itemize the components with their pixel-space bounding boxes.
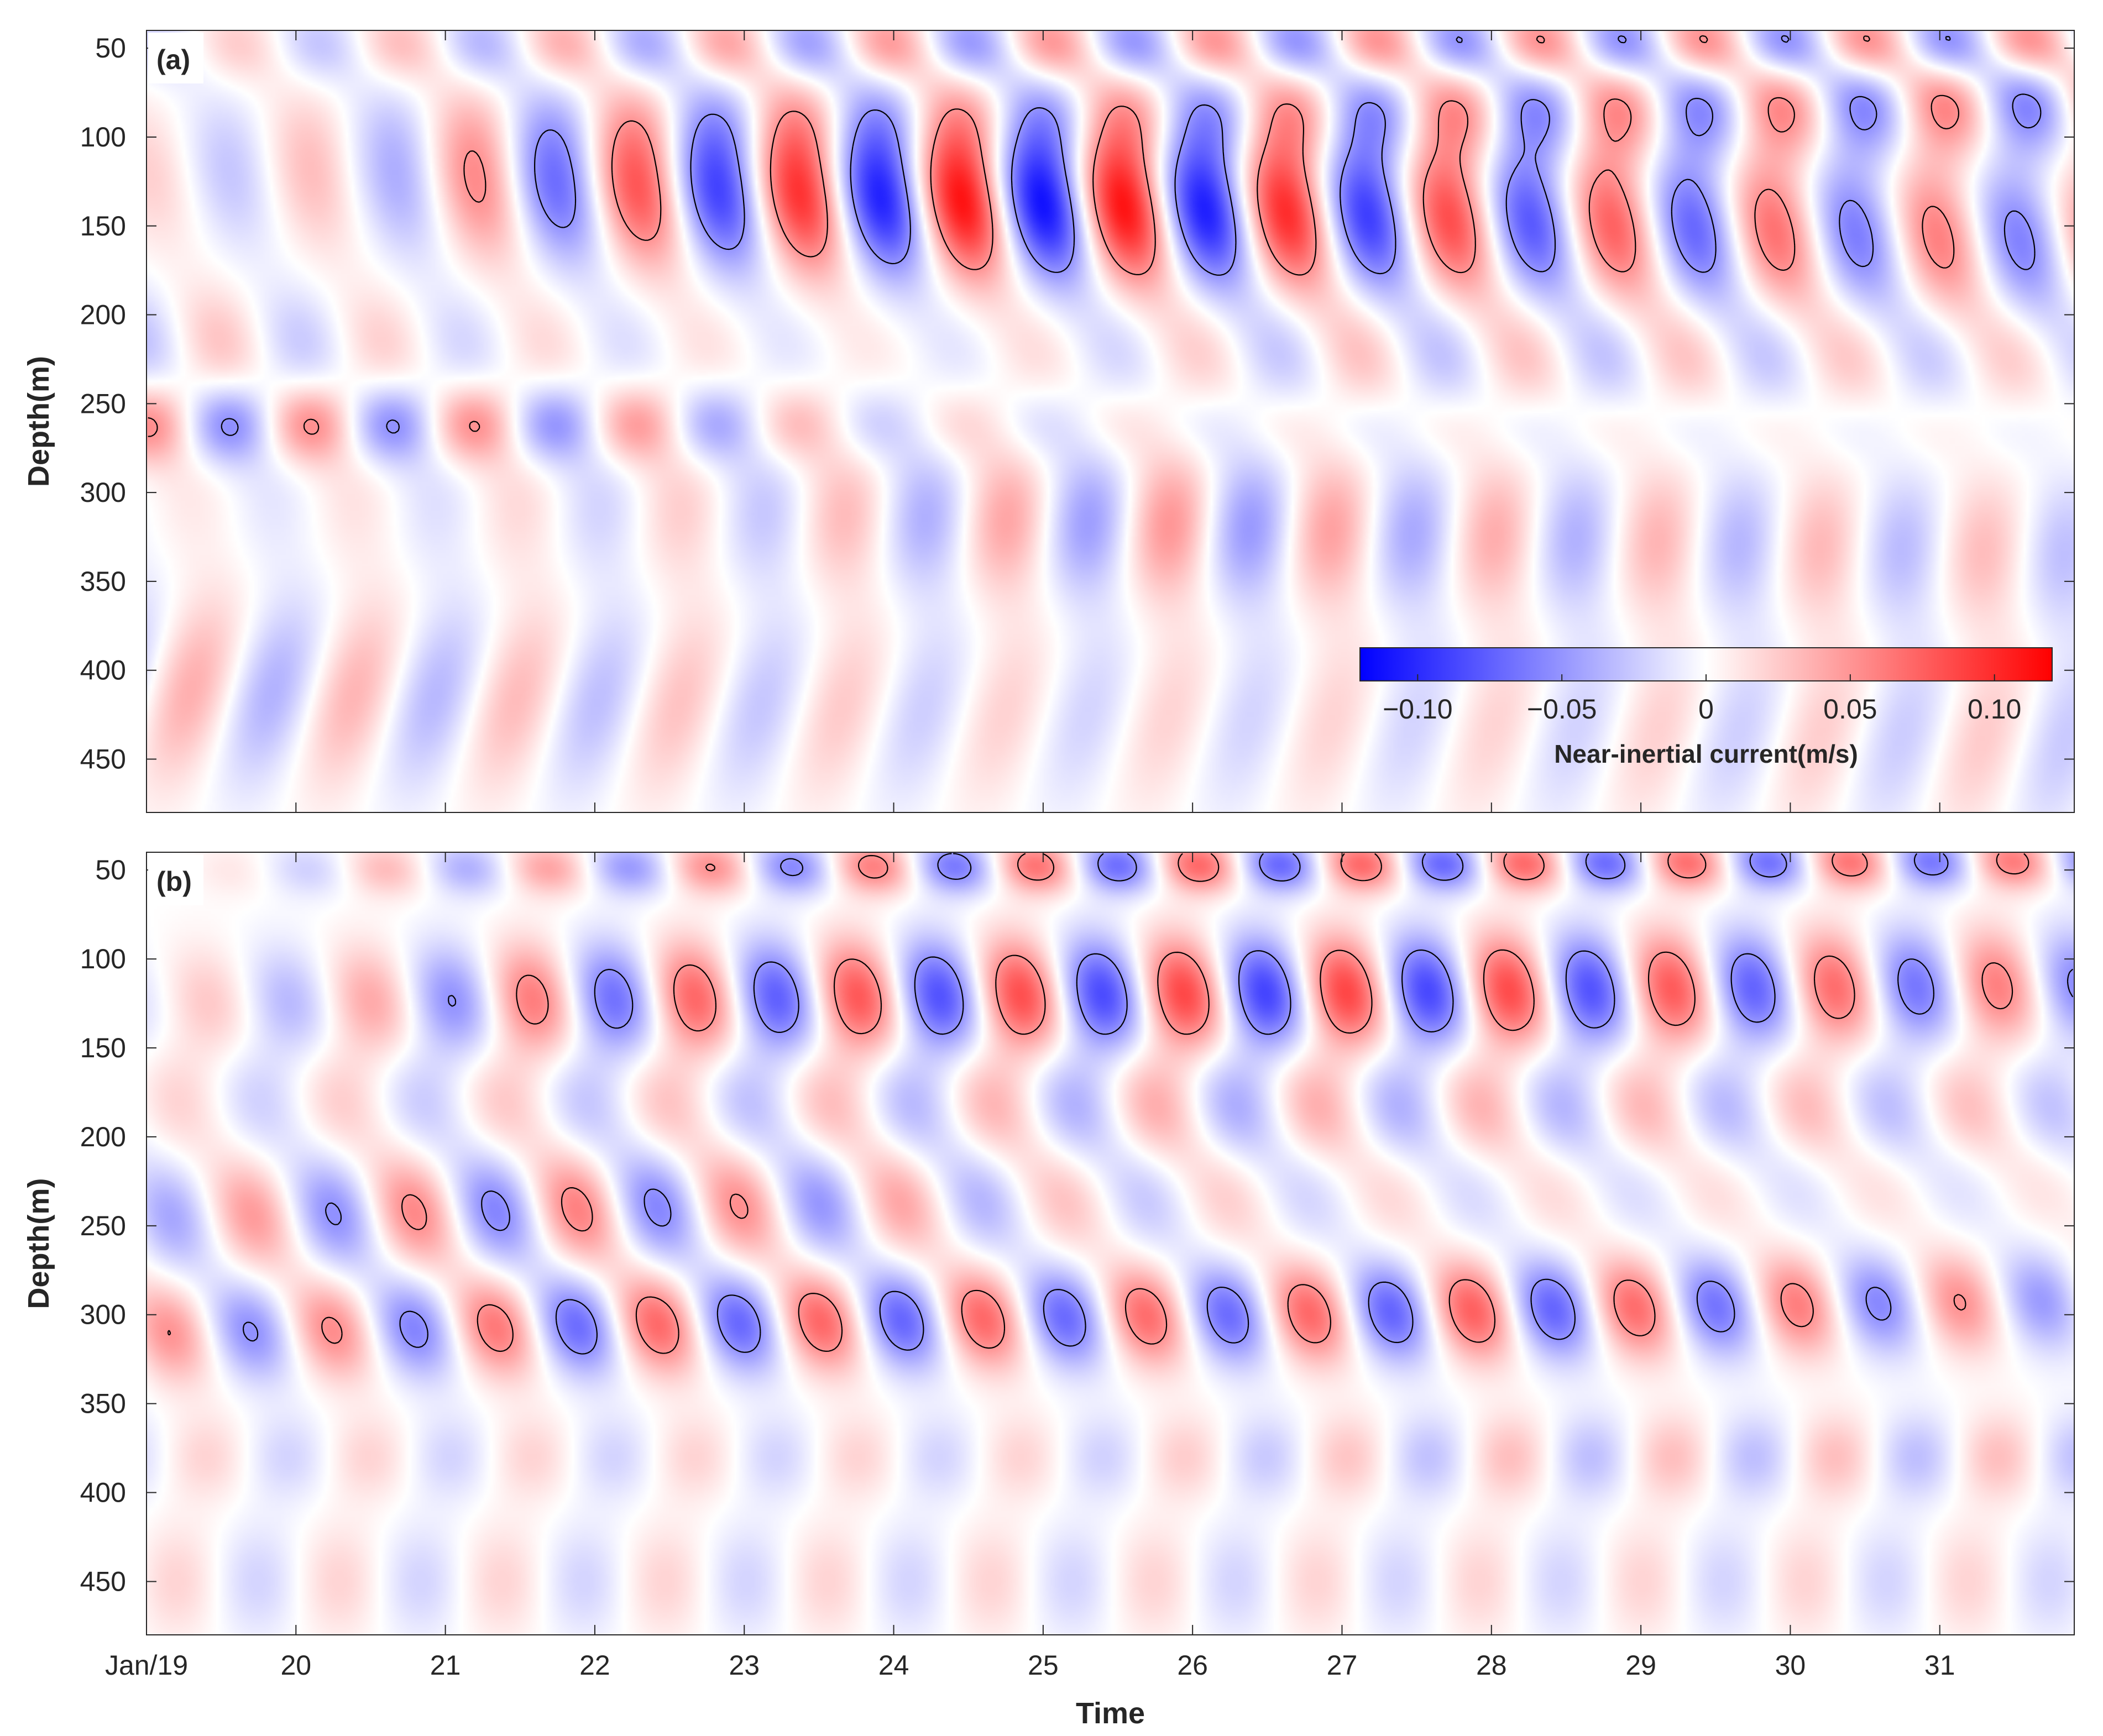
panel-b: 50 100 150 200 250 300 350 400 450 Jan/19 20 21 22 2… xyxy=(22,852,2075,1730)
x-tick-label: 29 xyxy=(1625,1650,1656,1681)
x-axis-title: Time xyxy=(1076,1697,1145,1730)
y-tick-label: 350 xyxy=(80,1388,126,1419)
y-tick-label: 100 xyxy=(80,943,126,974)
colorbar-tick-label: 0.05 xyxy=(1823,694,1877,725)
y-tick-label: 50 xyxy=(95,33,126,64)
y-axis-title-a: Depth(m) xyxy=(22,356,55,487)
y-tick-label: 200 xyxy=(80,300,126,331)
y-axis-ticks-b: 50 100 150 200 250 300 350 400 450 xyxy=(80,852,2074,1635)
x-tick-label: 20 xyxy=(280,1650,311,1681)
y-tick-label: 150 xyxy=(80,1032,126,1063)
x-tick-label: 30 xyxy=(1775,1650,1806,1681)
x-tick-label: 31 xyxy=(1924,1650,1955,1681)
y-tick-label: 450 xyxy=(80,744,126,775)
x-tick-label: 21 xyxy=(430,1650,461,1681)
panel-label-a: (a) xyxy=(156,44,190,75)
y-tick-label: 300 xyxy=(80,1299,126,1330)
x-tick-label: 26 xyxy=(1177,1650,1208,1681)
x-tick-label: 28 xyxy=(1476,1650,1507,1681)
x-tick-label: 22 xyxy=(579,1650,610,1681)
x-tick-label: 25 xyxy=(1028,1650,1059,1681)
y-tick-label: 350 xyxy=(80,566,126,597)
x-tick-label: Jan/19 xyxy=(105,1650,188,1681)
axes-frame-b xyxy=(146,852,2075,1635)
colorbar-label: Near-inertial current(m/s) xyxy=(1554,739,1858,768)
y-tick-label: 300 xyxy=(80,477,126,508)
y-axis-title-b: Depth(m) xyxy=(22,1178,55,1309)
axes-frame-a xyxy=(146,30,2075,813)
colorbar-ticks: −0.10 −0.05 0 0.05 0.10 xyxy=(1383,674,2021,725)
y-tick-label: 50 xyxy=(95,854,126,885)
colorbar: −0.10 −0.05 0 0.05 0.10 Near-inertial curren… xyxy=(1359,647,2053,768)
y-tick-label: 400 xyxy=(80,1477,126,1508)
negative-contour-a xyxy=(221,35,2042,436)
colorbar-tick-label: −0.10 xyxy=(1383,694,1453,725)
panel-label-background-b xyxy=(148,854,203,905)
panel-label-background-a xyxy=(148,33,203,83)
y-tick-label: 250 xyxy=(80,388,126,419)
heatmap-panel-b xyxy=(147,852,2074,1635)
colorbar-tick-label: 0.10 xyxy=(1968,694,2021,725)
x-tick-label: 23 xyxy=(729,1650,760,1681)
y-axis-ticks-a: 50 100 150 200 250 300 350 400 450 xyxy=(80,30,2074,812)
x-tick-label: 24 xyxy=(878,1650,909,1681)
y-tick-label: 150 xyxy=(80,211,126,242)
colorbar-tick-label: 0 xyxy=(1698,694,1714,725)
positive-contour-b xyxy=(167,853,2029,1354)
panel-label-b: (b) xyxy=(156,866,192,897)
heatmap-panel-a xyxy=(147,30,2074,812)
y-tick-label: 400 xyxy=(80,655,126,686)
y-tick-label: 200 xyxy=(80,1121,126,1152)
colorbar-tick-label: −0.05 xyxy=(1527,694,1597,725)
negative-contour-b xyxy=(242,853,2074,1355)
y-tick-label: 100 xyxy=(80,122,126,153)
x-axis-ticks: Jan/19 20 21 22 23 24 25 26 27 28 29 30 31 xyxy=(105,1650,1955,1681)
x-tick-label: 27 xyxy=(1327,1650,1358,1681)
positive-contour-a xyxy=(148,35,1959,437)
y-tick-label: 250 xyxy=(80,1210,126,1241)
y-tick-label: 450 xyxy=(80,1566,126,1597)
